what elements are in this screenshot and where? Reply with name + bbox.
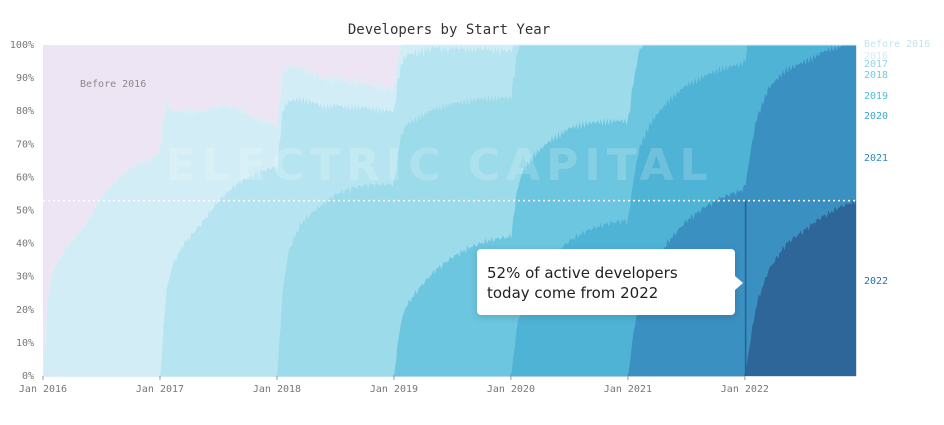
area-series-2016: [42, 44, 856, 377]
y-tick-label: 70%: [16, 139, 34, 150]
legend-label-2022: 2022: [864, 276, 888, 287]
watermark: ELECTRIC CAPITAL: [166, 140, 714, 191]
annotation-callout: 52% of active developers today come from…: [477, 249, 735, 315]
y-tick-label: 100%: [10, 40, 34, 51]
legend-label-2021: 2021: [864, 153, 888, 164]
callout-pointer: [735, 276, 743, 290]
axis-layer: 0% 10% 20% 30% 40% 50% 60% 70% 80% 90% 100% Jan 201…: [10, 40, 769, 395]
x-tick-label: Jan 2021: [604, 384, 652, 395]
legend-label-2019: 2019: [864, 91, 888, 102]
chart-title: Developers by Start Year: [348, 22, 550, 38]
legend-label-2020: 2020: [864, 111, 888, 122]
y-tick-label: 20%: [16, 305, 34, 316]
y-tick-label: 40%: [16, 239, 34, 250]
y-tick-label: 80%: [16, 106, 34, 117]
x-tick-label: Jan 2016: [19, 384, 67, 395]
y-tick-label: 50%: [16, 206, 34, 217]
x-tick-label: Jan 2019: [370, 384, 418, 395]
legend-label-2018: 2018: [864, 70, 888, 81]
x-tick-label: Jan 2022: [721, 384, 769, 395]
before-2016-inner-label: Before 2016: [80, 79, 146, 90]
y-tick-label: 90%: [16, 73, 34, 84]
y-tick-label: 10%: [16, 338, 34, 349]
legend-label-before-2016: Before 2016: [864, 39, 930, 50]
y-tick-label: 30%: [16, 272, 34, 283]
x-tick-label: Jan 2018: [253, 384, 301, 395]
x-tick-label: Jan 2017: [136, 384, 184, 395]
legend-label-2017: 2017: [864, 59, 888, 70]
y-tick-label: 0%: [22, 371, 34, 382]
x-tick-label: Jan 2020: [487, 384, 535, 395]
y-tick-label: 60%: [16, 172, 34, 183]
highlight-edge: [744, 200, 747, 376]
legend-label-2016: 2016: [864, 51, 888, 62]
